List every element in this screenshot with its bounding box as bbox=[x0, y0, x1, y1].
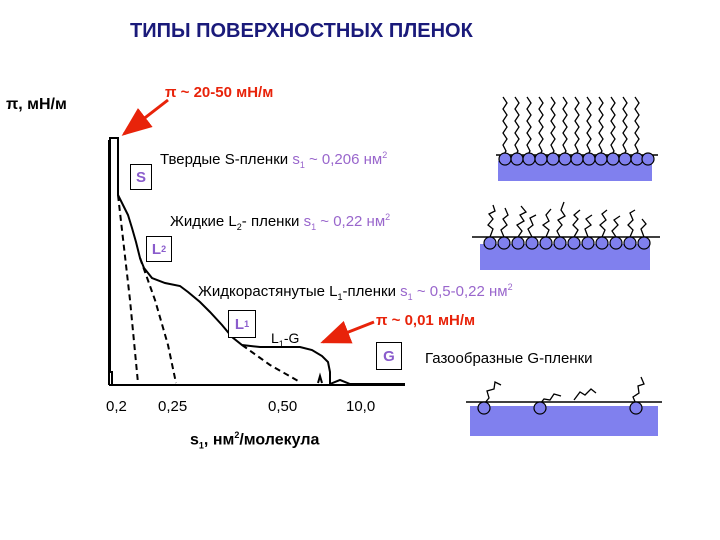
phase-box-s: S bbox=[130, 164, 152, 190]
expanded-film-label: Жидкорастянутые L1-пленки s1 ~ 0,5-0,22 … bbox=[198, 282, 513, 302]
page-title: ТИПЫ ПОВЕРХНОСТНЫХ ПЛЕНОК bbox=[130, 20, 473, 42]
x-tick-2: 0,25 bbox=[158, 398, 188, 415]
isotherm-tail bbox=[317, 372, 405, 385]
low-pressure-label: π ~ 0,01 мН/м bbox=[376, 312, 476, 329]
solid-film-label: Твердые S-пленки s1 ~ 0,206 нм2 bbox=[160, 150, 388, 170]
solid-film-dashed-line bbox=[117, 194, 139, 384]
liquid-film-illustration bbox=[472, 201, 660, 270]
y-axis-label: π, мН/м bbox=[6, 96, 67, 113]
x-tick-4: 10,0 bbox=[346, 398, 376, 415]
high-pressure-arrow bbox=[121, 98, 169, 136]
gas-film-label: Газообразные G-пленки bbox=[425, 350, 593, 367]
axes bbox=[108, 140, 405, 386]
x-axis-label: s1, нм2/молекула bbox=[190, 430, 320, 451]
isotherm-curve bbox=[109, 137, 331, 385]
phase-box-g: G bbox=[376, 342, 402, 370]
low-pressure-arrow bbox=[320, 320, 375, 344]
transition-label: L1-G bbox=[271, 330, 300, 349]
liquid-film-dashed-line bbox=[139, 257, 177, 384]
x-tick-1: 0,2 bbox=[106, 398, 127, 415]
solid-film-illustration bbox=[496, 96, 658, 181]
high-pressure-label: π ~ 20-50 мН/м bbox=[165, 84, 274, 101]
expanded-film-dashed-line bbox=[241, 344, 301, 383]
liquid-film-label: Жидкие L2- пленки s1 ~ 0,22 нм2 bbox=[170, 212, 391, 232]
x-tick-3: 0,50 bbox=[268, 398, 298, 415]
gas-film-illustration bbox=[466, 376, 662, 436]
